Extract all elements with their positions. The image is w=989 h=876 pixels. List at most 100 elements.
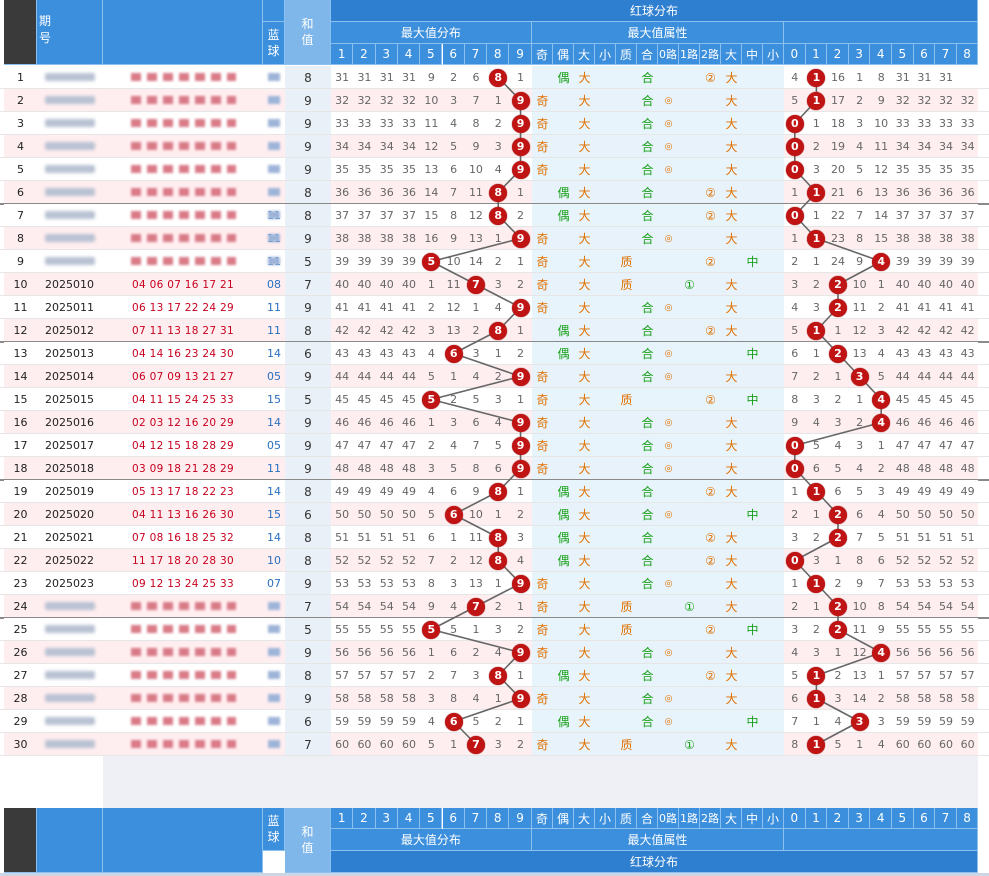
footer-tail-col-7[interactable]: 7: [935, 808, 957, 829]
issue-number[interactable]: 2025010: [45, 278, 94, 291]
issue-number[interactable]: 2025011: [45, 301, 94, 314]
header-tail-col-5[interactable]: 5: [892, 44, 914, 65]
header-dist-col-4[interactable]: 4: [397, 44, 421, 65]
header-dist-col-2[interactable]: 2: [353, 44, 376, 65]
header-attr-col-11[interactable]: 小: [763, 44, 784, 65]
tail-cell: 53: [960, 577, 975, 590]
header-attr-col-3[interactable]: 小: [595, 44, 616, 65]
header-dist-col-1[interactable]: 1: [331, 44, 354, 65]
header-dist-col-5[interactable]: 5: [420, 44, 443, 65]
footer-tail-col-5[interactable]: 5: [892, 808, 914, 829]
dist-cell: 41: [379, 301, 394, 314]
tail-cell: 40: [917, 278, 932, 291]
header-dist-col-6[interactable]: 6: [442, 44, 465, 65]
attr-even: 偶: [557, 324, 570, 338]
header-tail-col-6[interactable]: 6: [913, 44, 936, 65]
footer-attr-col-7[interactable]: 1路: [679, 808, 700, 829]
header-attr-col-6[interactable]: 0路: [658, 44, 679, 65]
header-dist-col-3[interactable]: 3: [375, 44, 398, 65]
header-dist-col-9[interactable]: 9: [509, 44, 532, 65]
header-tail-col-0[interactable]: 0: [784, 44, 806, 65]
footer-dist-col-3[interactable]: 3: [375, 808, 398, 829]
footer-dist-col-5[interactable]: 5: [420, 808, 443, 829]
blurred-numbers: [131, 211, 236, 219]
header-attr-col-10[interactable]: 中: [742, 44, 763, 65]
header-tail-col-2[interactable]: 2: [827, 44, 849, 65]
footer-attr-col-10[interactable]: 中: [742, 808, 763, 829]
footer-tail-col-3[interactable]: 3: [848, 808, 871, 829]
footer-attr-col-9[interactable]: 大: [721, 808, 742, 829]
header-attr-col-0[interactable]: 奇: [532, 44, 553, 65]
issue-number[interactable]: 2025018: [45, 462, 94, 475]
header-tail-col-7[interactable]: 7: [935, 44, 957, 65]
issue-number[interactable]: 2025017: [45, 439, 94, 452]
footer-tail-col-1[interactable]: 1: [805, 808, 828, 829]
tail-cell: 34: [938, 140, 953, 153]
footer-attr-col-1[interactable]: 偶: [553, 808, 574, 829]
footer-dist-col-2[interactable]: 2: [353, 808, 376, 829]
header-dist-col-8[interactable]: 8: [487, 44, 510, 65]
tail-cell: 1: [812, 347, 820, 360]
issue-number[interactable]: 2025014: [45, 370, 94, 383]
footer-attr-col-3[interactable]: 小: [595, 808, 616, 829]
issue-number[interactable]: 2025013: [45, 347, 94, 360]
footer-dist-col-6[interactable]: 6: [442, 808, 465, 829]
issue-number[interactable]: 2025016: [45, 416, 94, 429]
footer-dist-col-8[interactable]: 8: [487, 808, 510, 829]
attr-even: 偶: [557, 209, 570, 223]
footer-tail-col-2[interactable]: 2: [827, 808, 849, 829]
dist-cell: 35: [379, 163, 394, 176]
footer-dist-col-9[interactable]: 9: [509, 808, 532, 829]
footer-dist-col-4[interactable]: 4: [397, 808, 421, 829]
tail-cell: 1: [834, 554, 842, 567]
header-attr-col-1[interactable]: 偶: [553, 44, 574, 65]
issue-number[interactable]: 2025012: [45, 324, 94, 337]
header-attr-col-4[interactable]: 质: [616, 44, 637, 65]
attr-big: 大: [578, 117, 591, 131]
issue-number[interactable]: 2025022: [45, 554, 94, 567]
header-attr-col-7[interactable]: 1路: [679, 44, 700, 65]
footer-tail-col-4[interactable]: 4: [870, 808, 892, 829]
sum-value: 7: [285, 273, 331, 296]
footer-dist-col-1[interactable]: 1: [331, 808, 354, 829]
footer-attr-col-4[interactable]: 质: [616, 808, 637, 829]
header-tail-col-3[interactable]: 3: [848, 44, 871, 65]
issue-number[interactable]: 2025023: [45, 577, 94, 590]
header-tail-col-4[interactable]: 4: [870, 44, 892, 65]
footer-attr-col-8[interactable]: 2路: [700, 808, 721, 829]
footer-tail-col-0[interactable]: 0: [784, 808, 806, 829]
header-tail-col-8[interactable]: 8: [956, 44, 979, 65]
attr-r0: ◎: [664, 440, 673, 451]
tail-cell: 47: [917, 439, 932, 452]
attr-big: 大: [578, 186, 591, 200]
footer-attr-col-6[interactable]: 0路: [658, 808, 679, 829]
header-attr-col-8[interactable]: 2路: [700, 44, 721, 65]
footer-tail-col-8[interactable]: 8: [956, 808, 979, 829]
header-tail-col-1[interactable]: 1: [805, 44, 828, 65]
footer-attr-col-11[interactable]: 小: [763, 808, 784, 829]
dist-cell: 2: [517, 347, 525, 360]
tail-cell: 15: [874, 232, 889, 245]
header-attr-col-2[interactable]: 大: [574, 44, 595, 65]
tail-cell: 2: [834, 393, 842, 406]
tail-cell: 43: [938, 347, 953, 360]
attr-even: 偶: [557, 554, 570, 568]
footer-dist-col-7[interactable]: 7: [464, 808, 488, 829]
footer-attr-col-0[interactable]: 奇: [532, 808, 553, 829]
tail-cell: 48: [917, 462, 932, 475]
footer-attr-col-2[interactable]: 大: [574, 808, 595, 829]
tail-cell: 53: [895, 577, 910, 590]
row-divider: [0, 410, 989, 411]
issue-number[interactable]: 2025021: [45, 531, 94, 544]
header-dist-col-7[interactable]: 7: [464, 44, 488, 65]
issue-number[interactable]: 2025020: [45, 508, 94, 521]
header-attr-col-9[interactable]: 大: [721, 44, 742, 65]
footer-attr-col-5[interactable]: 合: [637, 808, 658, 829]
header-attr-col-5[interactable]: 合: [637, 44, 658, 65]
blurred-issue: [45, 211, 95, 219]
row-index: 19: [13, 485, 28, 498]
issue-number[interactable]: 2025015: [45, 393, 94, 406]
draw-numbers: 04 14 16 23 24 30: [132, 347, 234, 360]
issue-number[interactable]: 2025019: [45, 485, 94, 498]
footer-tail-col-6[interactable]: 6: [913, 808, 936, 829]
